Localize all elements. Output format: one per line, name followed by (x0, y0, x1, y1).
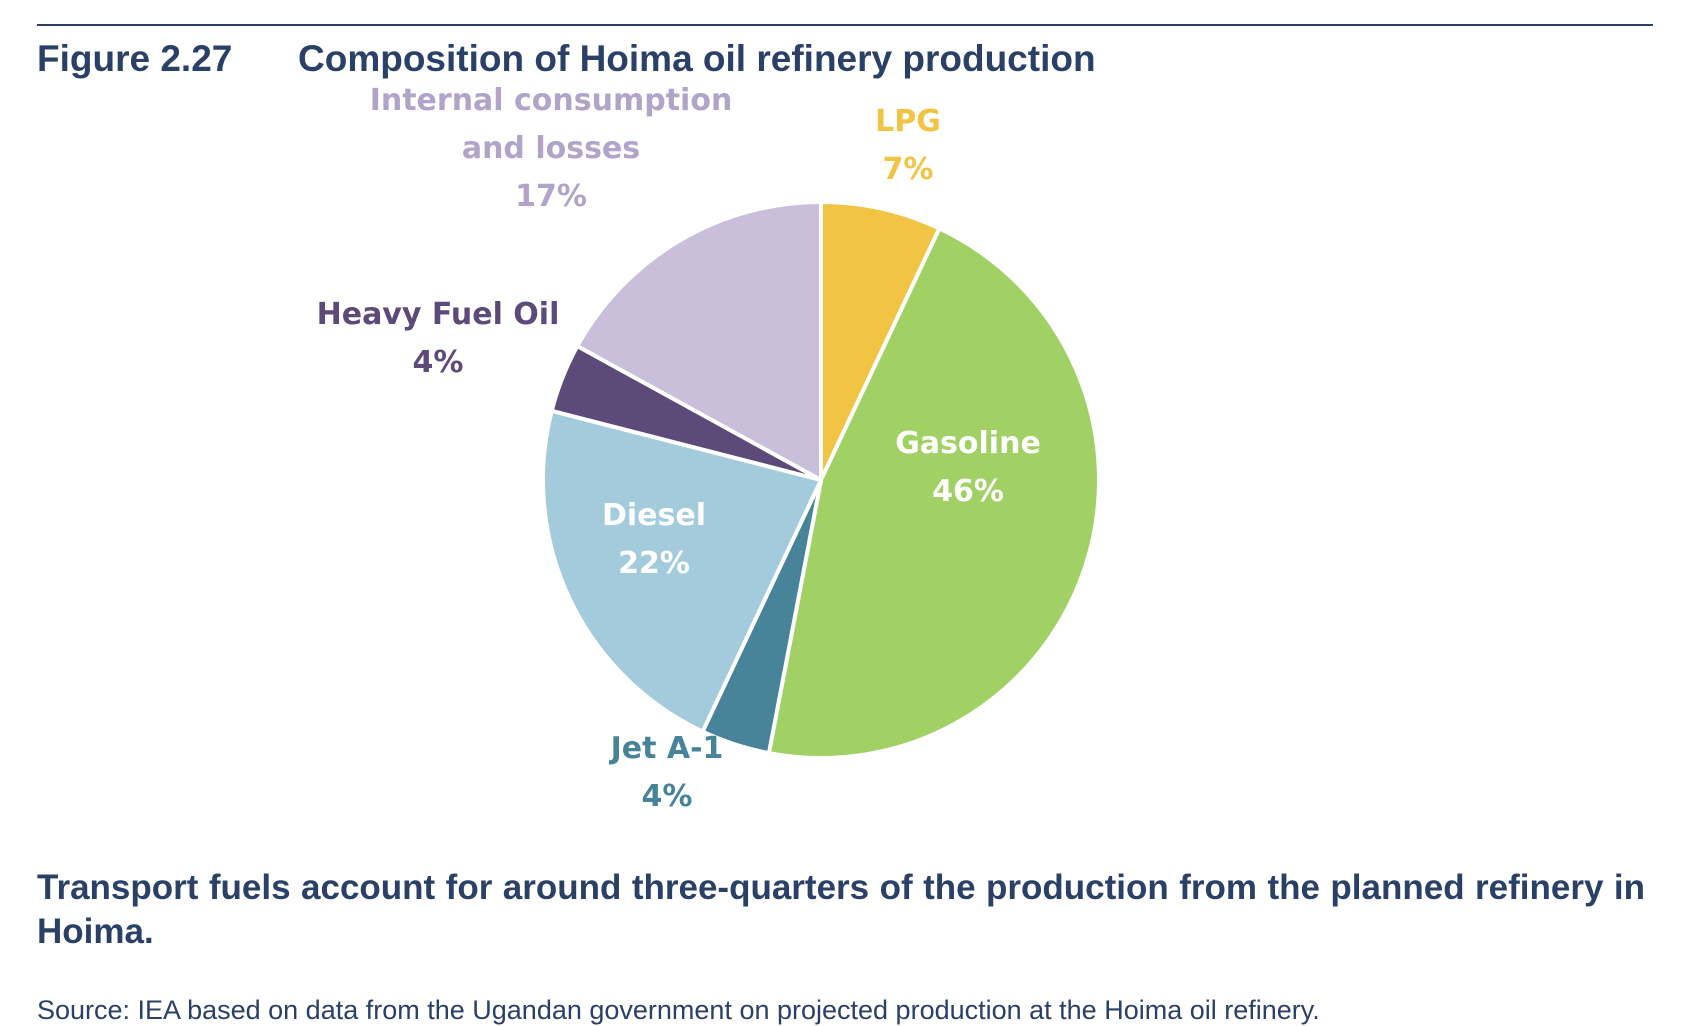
slice-name-diesel: Diesel (602, 498, 706, 533)
slice-label-heavy-fuel-oil: Heavy Fuel Oil 4% (317, 297, 560, 380)
slice-value-gasoline: 46% (932, 474, 1004, 509)
slice-label-internal-consumption-and-losses: Internal consumption and losses 17% (370, 83, 733, 214)
slice-name-heavy-fuel-oil: Heavy Fuel Oil (317, 297, 560, 332)
slice-label-gasoline: Gasoline 46% (895, 426, 1041, 509)
pie-slice-gasoline (766, 226, 1101, 760)
figure-number: Figure 2.27 (37, 38, 233, 79)
slice-label-jet-a-1: Jet A-1 4% (609, 731, 724, 814)
top-rule (37, 24, 1653, 26)
pie-slice-diesel (540, 408, 823, 734)
slice-value-internal-consumption-and-losses: 17% (515, 179, 587, 214)
slice-name-jet-a-1: Jet A-1 (609, 731, 724, 766)
slice-label-lpg: LPG 7% (875, 104, 941, 187)
pie-chart: LPG 7% Gasoline 46% Jet A-1 4% Diesel 22% Heavy … (317, 83, 1101, 814)
slice-value-jet-a-1: 4% (642, 779, 693, 814)
slice-name-gasoline: Gasoline (895, 426, 1041, 461)
figure-caption: Transport fuels account for around three… (37, 868, 1645, 951)
slice-name-lpg: LPG (875, 104, 941, 139)
slice-name-internal-consumption-and-losses-line-1: Internal consumption (370, 83, 733, 118)
slice-value-heavy-fuel-oil: 4% (413, 345, 464, 380)
source-note: Source: IEA based on data from the Ugand… (37, 995, 1320, 1025)
slice-value-diesel: 22% (618, 546, 690, 581)
pie-slice-lpg (819, 200, 942, 482)
slice-label-diesel: Diesel 22% (602, 498, 706, 581)
slice-name-internal-consumption-and-losses-line-2: and losses (462, 131, 640, 166)
pie-slice-internal-consumption-and-losses (575, 200, 823, 482)
slice-value-lpg: 7% (883, 152, 934, 187)
figure-title: Composition of Hoima oil refinery produc… (298, 38, 1096, 79)
